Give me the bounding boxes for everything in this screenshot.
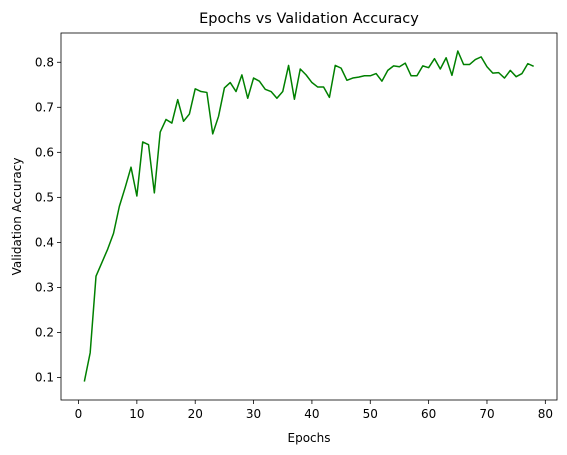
x-tick-label: 20 xyxy=(188,407,203,421)
chart-title: Epochs vs Validation Accuracy xyxy=(199,11,419,27)
x-tick-label: 0 xyxy=(75,407,83,421)
y-axis: 0.1 0.2 0.3 0.4 0.5 0.6 0.7 0.8 xyxy=(35,55,61,384)
x-tick-label: 50 xyxy=(363,407,378,421)
y-tick-label: 0.5 xyxy=(35,190,54,204)
x-tick-label: 80 xyxy=(538,407,553,421)
y-axis-title: Validation Accuracy xyxy=(10,158,24,276)
y-tick-label: 0.4 xyxy=(35,235,54,249)
x-tick-label: 10 xyxy=(129,407,144,421)
axes-frame xyxy=(60,32,558,401)
x-axis: 0 10 20 30 40 50 60 70 80 xyxy=(75,400,553,421)
plot-area xyxy=(83,50,534,382)
x-tick-label: 30 xyxy=(246,407,261,421)
x-tick-label: 60 xyxy=(421,407,436,421)
x-tick-label: 40 xyxy=(304,407,319,421)
y-tick-label: 0.8 xyxy=(35,55,54,69)
y-tick-label: 0.2 xyxy=(35,325,54,339)
y-tick-label: 0.3 xyxy=(35,280,54,294)
y-tick-label: 0.1 xyxy=(35,370,54,384)
y-tick-label: 0.6 xyxy=(35,145,54,159)
x-tick-label: 70 xyxy=(479,407,494,421)
x-axis-title: Epochs xyxy=(288,431,331,445)
y-tick-label: 0.7 xyxy=(35,100,54,114)
series-line-0 xyxy=(83,50,534,382)
